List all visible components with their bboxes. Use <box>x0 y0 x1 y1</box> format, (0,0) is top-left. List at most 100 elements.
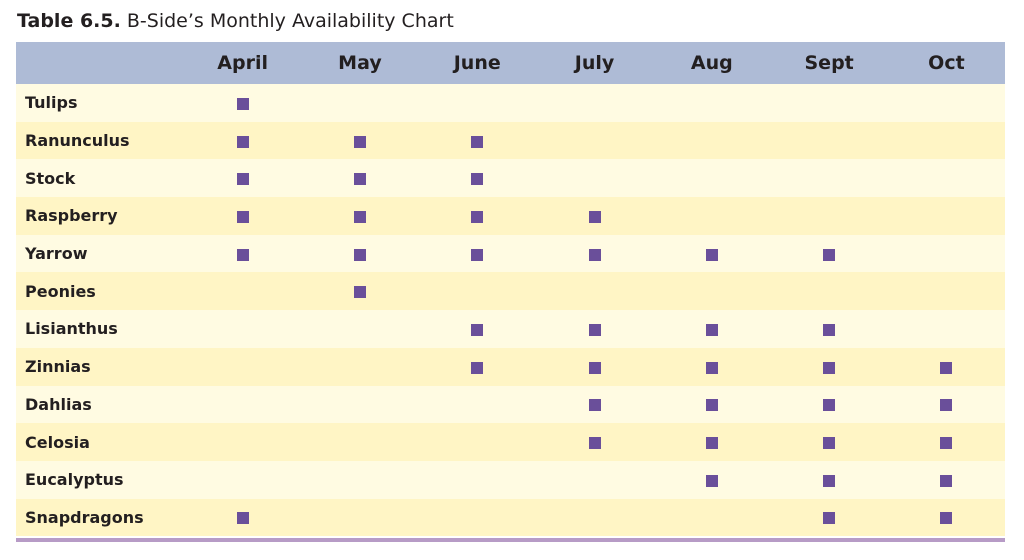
table-row: Peonies <box>16 272 1006 311</box>
availability-cell <box>770 159 887 197</box>
availability-cell <box>419 348 536 386</box>
availability-cell <box>536 386 653 424</box>
square-marker-icon <box>823 361 836 374</box>
availability-cell <box>536 197 653 235</box>
square-marker-icon <box>705 437 718 450</box>
availability-cell <box>184 348 301 386</box>
square-marker-icon <box>705 399 718 412</box>
square-marker-icon <box>353 135 366 148</box>
availability-cell <box>301 235 418 273</box>
flower-name: Eucalyptus <box>25 470 124 490</box>
availability-cell <box>301 461 418 499</box>
square-marker-icon <box>353 210 366 223</box>
square-marker-icon <box>471 173 484 186</box>
flower-name: Tulips <box>25 93 78 113</box>
availability-cell <box>419 386 536 424</box>
flower-name: Zinnias <box>25 357 91 377</box>
availability-cell <box>770 348 887 386</box>
flower-name: Ranunculus <box>25 131 130 151</box>
month-header-aug: Aug <box>690 52 733 74</box>
square-marker-icon <box>236 248 249 261</box>
availability-cell <box>419 310 536 348</box>
availability-cell <box>301 310 418 348</box>
flower-name: Celosia <box>25 432 90 452</box>
square-marker-icon <box>823 437 836 450</box>
availability-cell <box>888 348 1005 386</box>
availability-cell <box>301 386 418 424</box>
square-marker-icon <box>588 399 601 412</box>
availability-cell <box>653 461 770 499</box>
availability-cell <box>888 461 1005 499</box>
availability-cell <box>888 272 1005 310</box>
availability-cell <box>419 197 536 235</box>
square-marker-icon <box>236 97 249 110</box>
availability-cell <box>653 423 770 461</box>
table-row: Raspberry <box>16 197 1006 235</box>
availability-cell <box>536 348 653 386</box>
availability-cell <box>301 159 418 197</box>
availability-cell <box>653 159 770 197</box>
table-row: Celosia <box>16 423 1006 461</box>
table-row: Tulips <box>16 84 1006 122</box>
square-marker-icon <box>705 361 718 374</box>
square-marker-icon <box>823 474 836 487</box>
table-row: Yarrow <box>16 234 1006 273</box>
availability-cell <box>536 310 653 348</box>
square-marker-icon <box>940 474 953 487</box>
square-marker-icon <box>471 248 484 261</box>
availability-cell <box>184 159 301 197</box>
square-marker-icon <box>236 512 249 525</box>
availability-cell <box>770 310 887 348</box>
availability-cell <box>301 122 418 160</box>
availability-cell <box>888 84 1005 122</box>
availability-cell <box>770 197 887 235</box>
availability-cell <box>419 461 536 499</box>
month-header-may: May <box>338 52 382 74</box>
availability-cell <box>184 310 301 348</box>
flower-name: Lisianthus <box>25 319 118 339</box>
availability-cell <box>301 272 418 310</box>
square-marker-icon <box>471 135 484 148</box>
square-marker-icon <box>705 248 718 261</box>
availability-cell <box>536 423 653 461</box>
availability-cell <box>419 423 536 461</box>
availability-cell <box>301 84 418 122</box>
flower-name: Peonies <box>25 281 96 301</box>
availability-cell <box>536 272 653 310</box>
square-marker-icon <box>471 323 484 336</box>
table-row: Eucalyptus <box>16 460 1006 499</box>
square-marker-icon <box>236 173 249 186</box>
availability-cell <box>888 159 1005 197</box>
availability-cell <box>653 348 770 386</box>
availability-cell <box>301 423 418 461</box>
table-row: Dahlias <box>16 385 1006 424</box>
availability-cell <box>536 122 653 160</box>
square-marker-icon <box>940 437 953 450</box>
availability-cell <box>653 84 770 122</box>
square-marker-icon <box>823 248 836 261</box>
square-marker-icon <box>236 135 249 148</box>
availability-cell <box>184 122 301 160</box>
flower-name: Snapdragons <box>25 507 144 527</box>
availability-cell <box>653 235 770 273</box>
availability-cell <box>653 122 770 160</box>
availability-cell <box>184 386 301 424</box>
availability-cell <box>770 423 887 461</box>
availability-cell <box>301 197 418 235</box>
header-row: April May June July Aug Sept Oct <box>16 42 1006 84</box>
availability-cell <box>536 159 653 197</box>
availability-cell <box>419 499 536 537</box>
table-caption: Table 6.5. B-Side’s Monthly Availability… <box>17 8 454 34</box>
availability-cell <box>184 499 301 537</box>
availability-cell <box>536 235 653 273</box>
square-marker-icon <box>940 361 953 374</box>
flower-name: Stock <box>25 168 76 188</box>
month-header-sept: Sept <box>804 52 854 74</box>
availability-cell <box>419 235 536 273</box>
square-marker-icon <box>940 399 953 412</box>
availability-cell <box>770 235 887 273</box>
availability-cell <box>419 272 536 310</box>
availability-cell <box>419 159 536 197</box>
square-marker-icon <box>353 248 366 261</box>
availability-cell <box>770 272 887 310</box>
